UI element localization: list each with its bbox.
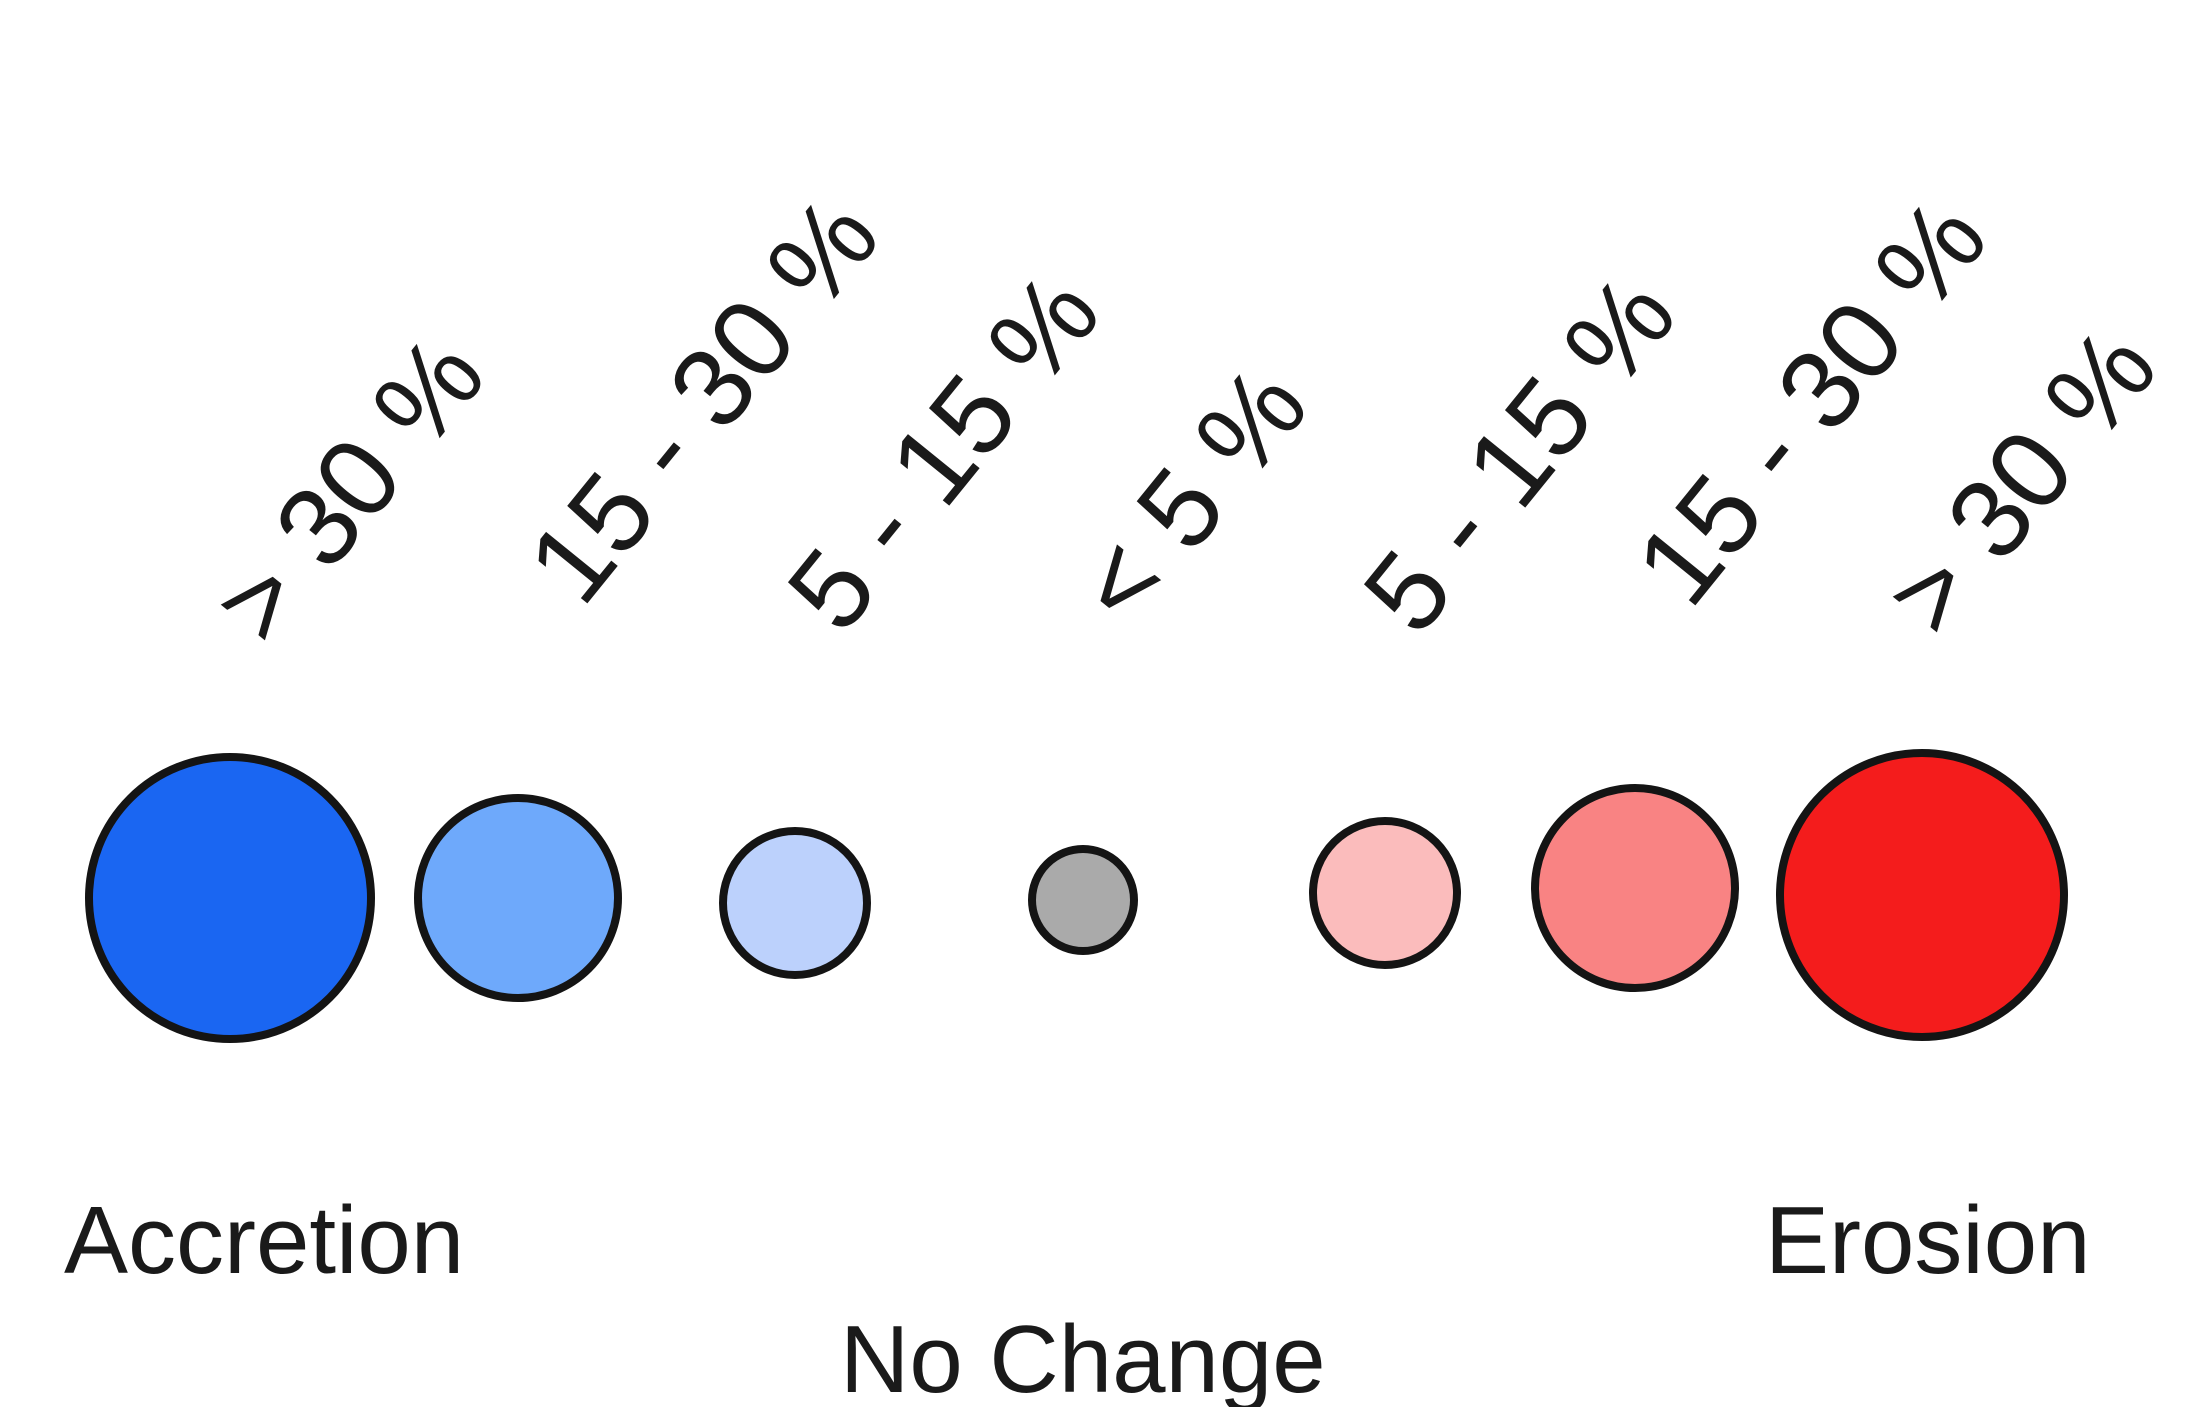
erosion-label: Erosion [1765, 1187, 2091, 1294]
no-change-label: No Change [840, 1306, 1326, 1407]
accretion-5-15-bubble [719, 827, 871, 979]
accretion-15-30-bubble [414, 794, 622, 1002]
erosion-5-15-bubble [1309, 817, 1461, 969]
erosion-5-15-label: 5 - 15 % [1340, 252, 1700, 655]
no-change-bubble [1028, 845, 1138, 955]
no-change-under-5-label: < 5 % [1052, 343, 1331, 647]
erosion-over-30-bubble [1776, 749, 2068, 1041]
erosion-15-30-bubble [1531, 784, 1739, 992]
accretion-over-30-bubble [85, 753, 375, 1043]
accretion-over-30-label: > 30 % [190, 313, 509, 665]
accretion-label: Accretion [64, 1187, 464, 1294]
